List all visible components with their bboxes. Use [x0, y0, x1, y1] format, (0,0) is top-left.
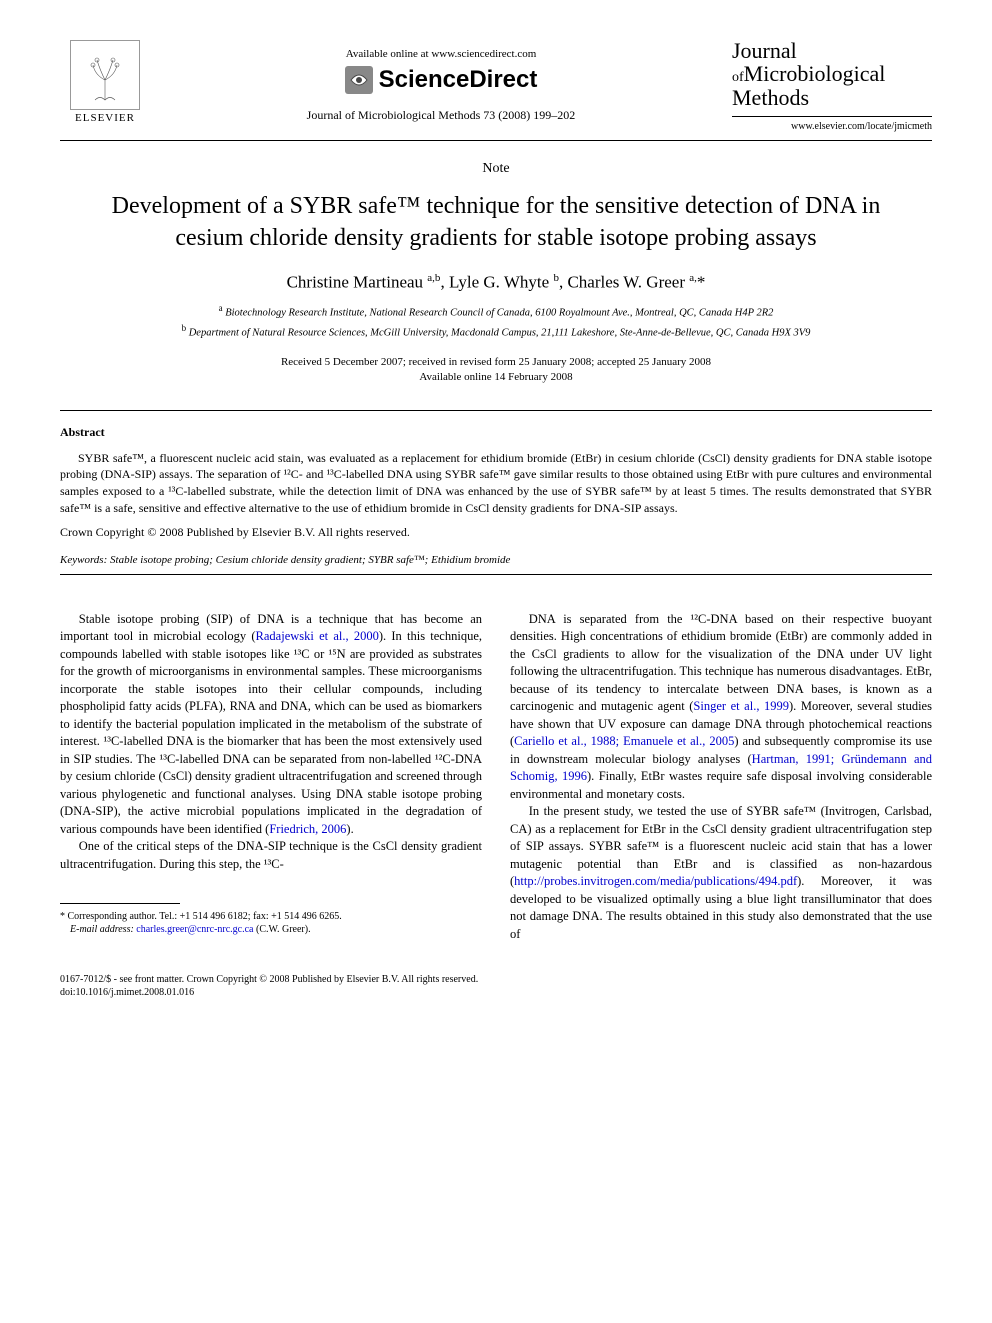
center-header: Available online at www.sciencedirect.co…: [150, 40, 732, 123]
footer-issn: 0167-7012/$ - see front matter. Crown Co…: [60, 973, 932, 986]
available-online-text: Available online at www.sciencedirect.co…: [150, 48, 732, 60]
received-date: Received 5 December 2007; received in re…: [60, 355, 932, 370]
footer: 0167-7012/$ - see front matter. Crown Co…: [60, 973, 932, 999]
body-para-2b: DNA is separated from the ¹²C-DNA based …: [510, 611, 932, 804]
footnote-block: * Corresponding author. Tel.: +1 514 496…: [60, 903, 482, 936]
abstract-top-rule: [60, 410, 932, 411]
sciencedirect-text: ScienceDirect: [379, 66, 538, 94]
citation-link[interactable]: Cariello et al., 1988; Emanuele et al., …: [514, 734, 734, 748]
citation-link[interactable]: Radajewski et al., 2000: [256, 629, 379, 643]
keywords-text: Stable isotope probing; Cesium chloride …: [110, 554, 510, 566]
authors: Christine Martineau a,b, Lyle G. Whyte b…: [60, 272, 932, 293]
journal-reference: Journal of Microbiological Methods 73 (2…: [150, 108, 732, 123]
elsevier-publisher-name: ELSEVIER: [75, 112, 135, 124]
sciencedirect-logo: ScienceDirect: [150, 66, 732, 94]
elsevier-logo: ELSEVIER: [60, 40, 150, 124]
journal-name-line2: ofMicrobiological: [732, 62, 932, 86]
body-columns: Stable isotope probing (SIP) of DNA is a…: [60, 611, 932, 944]
email-footnote: E-mail address: charles.greer@cnrc-nrc.g…: [60, 923, 482, 936]
journal-name-line1: Journal: [732, 40, 932, 62]
abstract-copyright: Crown Copyright © 2008 Published by Else…: [60, 525, 932, 540]
email-label: E-mail address:: [70, 924, 134, 935]
sciencedirect-icon: [345, 66, 373, 94]
elsevier-tree-icon: [70, 40, 140, 110]
footer-doi: doi:10.1016/j.mimet.2008.01.016: [60, 986, 932, 999]
article-dates: Received 5 December 2007; received in re…: [60, 355, 932, 386]
external-link[interactable]: http://probes.invitrogen.com/media/publi…: [514, 874, 797, 888]
abstract-text: SYBR safe™, a fluorescent nucleic acid s…: [60, 450, 932, 517]
citation-link[interactable]: Singer et al., 1999: [693, 699, 789, 713]
affiliation-a: a Biotechnology Research Institute, Nati…: [60, 302, 932, 321]
body-para-3: In the present study, we tested the use …: [510, 803, 932, 943]
header-row: ELSEVIER Available online at www.science…: [60, 40, 932, 132]
footnote-separator: [60, 903, 180, 904]
corresponding-author-footnote: * Corresponding author. Tel.: +1 514 496…: [60, 910, 482, 923]
keywords-label: Keywords:: [60, 554, 107, 566]
email-link[interactable]: charles.greer@cnrc-nrc.gc.ca: [136, 924, 253, 935]
citation-link[interactable]: Friedrich, 2006: [269, 822, 346, 836]
affiliation-b: b Department of Natural Resource Science…: [60, 322, 932, 341]
journal-url: www.elsevier.com/locate/jmicmeth: [732, 121, 932, 132]
article-type: Note: [60, 161, 932, 177]
body-para-1: Stable isotope probing (SIP) of DNA is a…: [60, 611, 482, 839]
email-suffix: (C.W. Greer).: [256, 924, 311, 935]
body-para-2: One of the critical steps of the DNA-SIP…: [60, 838, 482, 873]
abstract-heading: Abstract: [60, 425, 932, 440]
online-date: Available online 14 February 2008: [60, 370, 932, 385]
journal-name-line3: Methods: [732, 86, 932, 110]
journal-logo: Journal ofMicrobiological Methods www.el…: [732, 40, 932, 132]
affiliations: a Biotechnology Research Institute, Nati…: [60, 302, 932, 340]
keywords: Keywords: Stable isotope probing; Cesium…: [60, 554, 932, 566]
article-title: Development of a SYBR safe™ technique fo…: [60, 191, 932, 253]
header-rule: [60, 140, 932, 141]
abstract-bottom-rule: [60, 574, 932, 575]
